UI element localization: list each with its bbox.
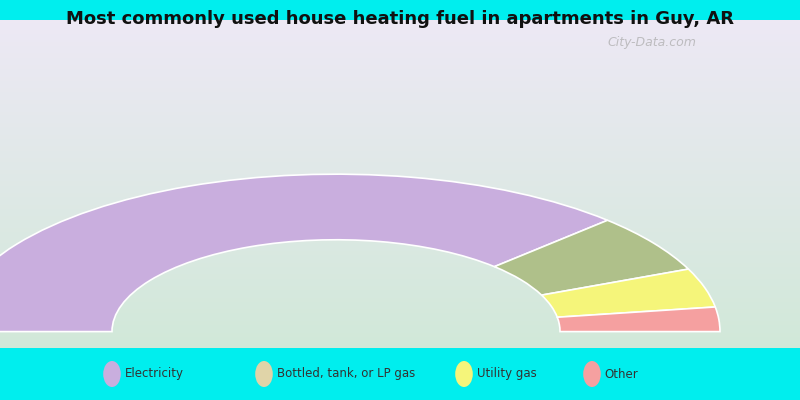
- Ellipse shape: [255, 361, 273, 387]
- Text: Utility gas: Utility gas: [477, 368, 537, 380]
- Wedge shape: [558, 307, 720, 332]
- Text: Most commonly used house heating fuel in apartments in Guy, AR: Most commonly used house heating fuel in…: [66, 10, 734, 28]
- Text: Other: Other: [605, 368, 638, 380]
- Text: Electricity: Electricity: [125, 368, 184, 380]
- Wedge shape: [494, 220, 689, 295]
- Wedge shape: [542, 269, 715, 317]
- Ellipse shape: [583, 361, 601, 387]
- Text: Bottled, tank, or LP gas: Bottled, tank, or LP gas: [277, 368, 415, 380]
- Ellipse shape: [455, 361, 473, 387]
- Wedge shape: [0, 174, 607, 332]
- Ellipse shape: [103, 361, 121, 387]
- Text: City-Data.com: City-Data.com: [607, 36, 696, 50]
